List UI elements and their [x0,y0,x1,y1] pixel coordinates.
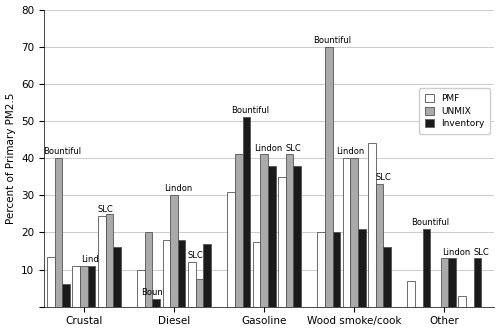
Text: Lindon: Lindon [442,248,470,257]
Bar [188,262,196,307]
Bar [170,195,178,307]
Bar [384,247,391,307]
Bar [252,242,260,307]
Bar [474,258,481,307]
Text: Bountiful: Bountiful [314,36,352,45]
Text: Bountiful: Bountiful [231,107,269,116]
Bar [137,270,145,307]
Text: SLC: SLC [286,143,301,153]
Bar [278,177,285,307]
Bar [440,258,448,307]
Text: Lindon: Lindon [336,147,364,156]
Bar [358,229,366,307]
Text: Lindon: Lindon [82,255,110,264]
Text: Lindon: Lindon [254,143,282,153]
Text: Bountiful: Bountiful [44,147,82,156]
Y-axis label: Percent of Primary PM2.5: Percent of Primary PM2.5 [6,92,16,224]
Bar [260,154,268,307]
Bar [286,154,294,307]
Bar [325,47,332,307]
Text: Bountiful: Bountiful [141,289,179,297]
Bar [54,158,62,307]
Text: SLC: SLC [188,251,204,260]
Bar [178,240,186,307]
Bar [88,266,96,307]
Text: SLC: SLC [98,205,114,214]
Bar [228,192,235,307]
Text: SLC: SLC [376,173,392,182]
Bar [113,247,121,307]
Bar [458,295,466,307]
Bar [350,158,358,307]
Bar [294,166,301,307]
Text: Bountiful: Bountiful [412,218,450,227]
Text: Lindon: Lindon [164,185,192,194]
Bar [448,258,456,307]
Bar [242,117,250,307]
Bar [47,257,54,307]
Bar [162,240,170,307]
Bar [62,285,70,307]
Bar [98,216,106,307]
Bar [318,232,325,307]
Bar [196,279,203,307]
Bar [422,229,430,307]
Bar [368,143,376,307]
Bar [80,266,88,307]
Bar [106,214,113,307]
Bar [72,266,80,307]
Text: SLC: SLC [474,248,489,257]
Bar [145,232,152,307]
Legend: PMF, UNMIX, Inventory: PMF, UNMIX, Inventory [420,88,490,134]
Bar [204,244,211,307]
Bar [332,232,340,307]
Bar [376,184,384,307]
Bar [343,158,350,307]
Bar [235,154,242,307]
Bar [268,166,276,307]
Bar [152,299,160,307]
Bar [408,281,415,307]
